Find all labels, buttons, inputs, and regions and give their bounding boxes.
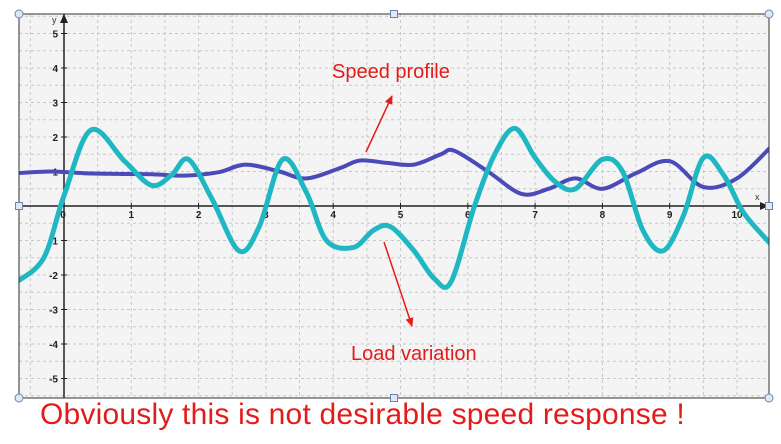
y-tick-label: -3 (49, 306, 58, 317)
y-tick-label: 4 (52, 64, 58, 75)
resize-handle-corner[interactable] (764, 393, 774, 403)
x-tick-label: 9 (667, 210, 673, 221)
x-tick-label: 2 (196, 210, 202, 221)
series-group (19, 125, 769, 290)
speed-profile-arrow (365, 95, 393, 153)
x-tick-label: 4 (330, 210, 336, 221)
load-variation-annotation: Load variation (351, 343, 477, 365)
x-tick-label: 8 (600, 210, 606, 221)
x-tick-label: 3 (263, 210, 269, 221)
resize-handle-corner[interactable] (14, 393, 24, 403)
y-tick-label: 5 (52, 30, 58, 41)
resize-handle-edge[interactable] (390, 10, 398, 18)
resize-handle-edge[interactable] (15, 202, 23, 210)
y-axis-arrow (60, 14, 68, 23)
x-axis-label: x (755, 192, 760, 202)
y-tick-label: 3 (52, 99, 58, 110)
resize-handle-corner[interactable] (14, 9, 24, 19)
y-tick-label: 2 (52, 133, 58, 144)
x-axis-arrow (760, 202, 769, 210)
x-tick-label: 7 (532, 210, 538, 221)
resize-handle-corner[interactable] (764, 9, 774, 19)
y-tick-label: -1 (49, 237, 58, 248)
load-variation-arrow (383, 241, 414, 327)
x-tick-label: 0 (60, 210, 66, 221)
annotation-arrows (365, 95, 414, 327)
resize-handle-edge[interactable] (765, 202, 773, 210)
x-tick-label: 5 (398, 210, 404, 221)
caption-text: Obviously this is not desirable speed re… (40, 398, 685, 431)
x-tick-label: 10 (731, 210, 743, 221)
x-tick-label: 1 (129, 210, 135, 221)
speed-profile-annotation: Speed profile (332, 61, 450, 83)
speed-profile-line (19, 146, 769, 197)
selection-handles[interactable] (14, 9, 774, 403)
y-tick-label: -4 (49, 340, 58, 351)
load-variation-line (19, 125, 769, 290)
y-tick-label: -2 (49, 271, 58, 282)
y-axis-label: y (52, 15, 57, 25)
x-tick-label: 6 (465, 210, 471, 221)
resize-handle-edge[interactable] (390, 394, 398, 402)
y-tick-label: -5 (49, 375, 58, 386)
